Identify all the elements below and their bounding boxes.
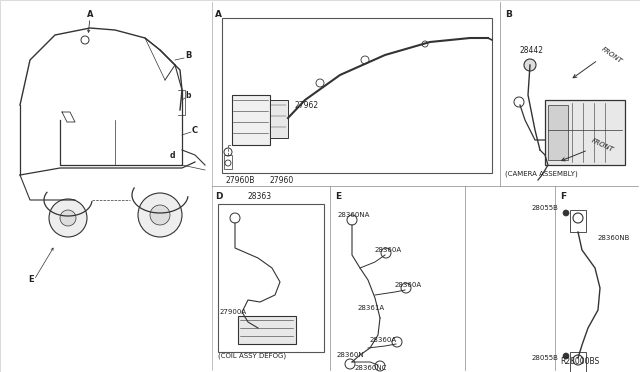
Text: 27900A: 27900A — [220, 309, 247, 315]
Circle shape — [345, 359, 355, 369]
Text: 28361A: 28361A — [358, 305, 385, 311]
Circle shape — [150, 205, 170, 225]
Circle shape — [401, 283, 411, 293]
Bar — [222, 18, 492, 173]
Circle shape — [381, 248, 391, 258]
Bar — [548, 105, 568, 160]
Bar — [570, 210, 586, 232]
Text: 28055B: 28055B — [531, 205, 558, 211]
Bar — [270, 100, 288, 138]
Text: 28360NC: 28360NC — [355, 365, 387, 371]
Text: F: F — [560, 192, 566, 201]
Text: 28360A: 28360A — [395, 282, 422, 288]
Text: E: E — [335, 192, 341, 201]
Bar — [238, 316, 296, 344]
Text: 27960B: 27960B — [225, 176, 254, 185]
Bar — [218, 204, 324, 352]
Text: 28360A: 28360A — [370, 337, 397, 343]
Text: 28363: 28363 — [248, 192, 272, 201]
Circle shape — [573, 355, 583, 365]
Text: 28360A: 28360A — [375, 247, 402, 253]
Circle shape — [225, 160, 231, 166]
Circle shape — [230, 213, 240, 223]
Text: 28360NA: 28360NA — [338, 212, 371, 218]
Text: 28055B: 28055B — [531, 355, 558, 361]
Bar — [570, 352, 586, 372]
Text: FRONT: FRONT — [600, 46, 623, 64]
Circle shape — [392, 337, 402, 347]
Text: C: C — [192, 125, 198, 135]
Circle shape — [316, 79, 324, 87]
Text: R28000BS: R28000BS — [560, 357, 599, 366]
Bar — [545, 100, 625, 165]
Circle shape — [422, 41, 428, 47]
Text: 28442: 28442 — [520, 45, 544, 55]
Circle shape — [224, 148, 232, 156]
Text: d: d — [170, 151, 175, 160]
Circle shape — [347, 215, 357, 225]
Text: E: E — [28, 276, 34, 285]
Text: B: B — [185, 51, 191, 60]
Text: 27960: 27960 — [270, 176, 294, 185]
Text: (COIL ASSY DEFOG): (COIL ASSY DEFOG) — [218, 353, 286, 359]
Circle shape — [375, 361, 385, 371]
Bar — [232, 95, 270, 145]
Bar — [224, 155, 232, 169]
Circle shape — [563, 210, 569, 216]
Circle shape — [60, 210, 76, 226]
Text: D: D — [215, 192, 223, 201]
Circle shape — [49, 199, 87, 237]
Text: B: B — [505, 10, 512, 19]
Text: 28360NB: 28360NB — [598, 235, 630, 241]
Circle shape — [524, 59, 536, 71]
Text: 28360N: 28360N — [337, 352, 365, 358]
Text: FRONT: FRONT — [590, 137, 614, 153]
Circle shape — [514, 97, 524, 107]
Circle shape — [573, 213, 583, 223]
Text: A: A — [87, 10, 93, 19]
Text: (CAMERA ASSEMBLY): (CAMERA ASSEMBLY) — [505, 171, 578, 177]
Text: A: A — [215, 10, 222, 19]
Circle shape — [361, 56, 369, 64]
Circle shape — [138, 193, 182, 237]
Text: 27962: 27962 — [295, 100, 319, 109]
Circle shape — [81, 36, 89, 44]
Text: b: b — [185, 90, 191, 99]
Circle shape — [563, 353, 569, 359]
